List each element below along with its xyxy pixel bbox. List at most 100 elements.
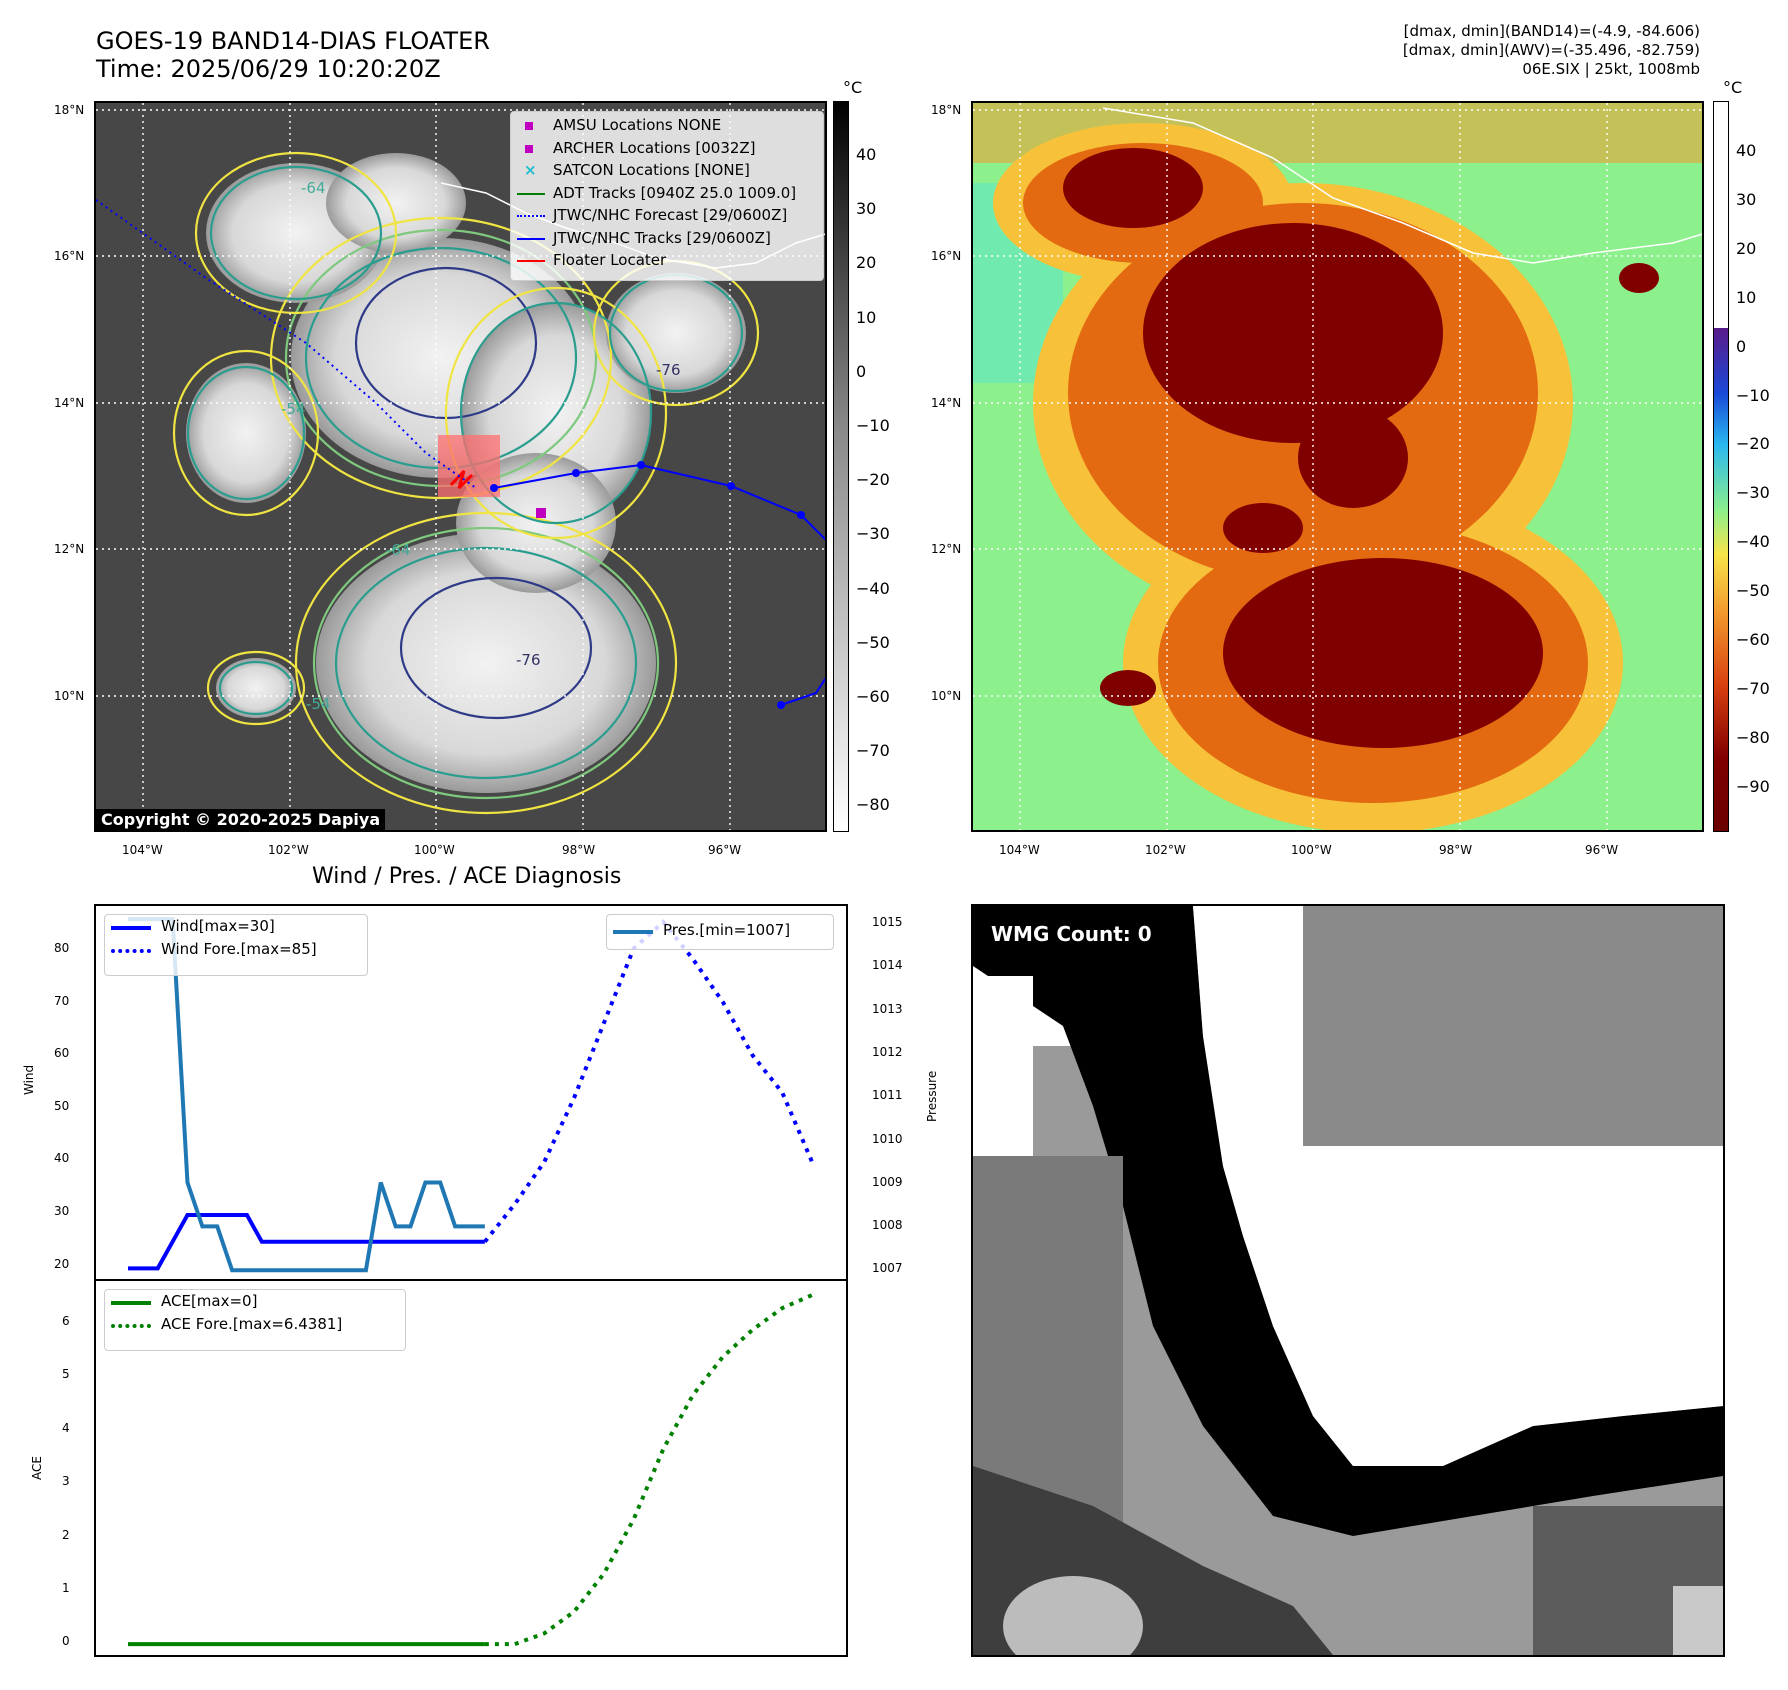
legend-swatch: [525, 144, 533, 153]
map-legend-item: × SATCON Locations [NONE]: [511, 159, 823, 182]
colorbar-tick: −30: [856, 524, 890, 544]
map-legend-item: ARCHER Locations [0032Z]: [511, 137, 823, 160]
awv-range: [dmax, dmin](AWV)=(-35.496, -82.759): [1402, 41, 1700, 59]
lat-label: 14°N: [54, 396, 85, 410]
lat-label: 12°N: [931, 542, 962, 556]
legend-swatch: [517, 192, 545, 195]
ir-map-panel: -64 -54 -76 -54 -64 -76 AMSU Locations N…: [94, 101, 827, 832]
colorbar-tick: 20: [1736, 238, 1757, 258]
storm-info: 06E.SIX | 25kt, 1008mb: [1522, 60, 1700, 78]
wind-legend-label: Wind[max=30]: [161, 917, 275, 935]
band14-range: [dmax, dmin](BAND14)=(-4.9, -84.606): [1403, 22, 1700, 40]
colorbar-tick: 30: [856, 199, 877, 219]
colorbar-tick: 40: [1736, 141, 1757, 160]
colorbar-tick: 20: [856, 253, 877, 273]
awv-map-image: [973, 103, 1702, 830]
colorbar-tick: 30: [1736, 189, 1757, 209]
colorbar-tick: −70: [856, 741, 890, 761]
wind-tick: 50: [54, 1098, 70, 1113]
map-legend-item: AMSU Locations NONE: [511, 114, 823, 137]
legend-label: AMSU Locations NONE: [553, 116, 722, 134]
lon-label: 104°W: [999, 843, 1040, 857]
copyright-label: Copyright © 2020-2025 Dapiya: [96, 809, 386, 830]
lon-label: 98°W: [1439, 843, 1473, 857]
map-legend: AMSU Locations NONE ARCHER Locations [003…: [510, 111, 824, 281]
colorbar-tick: 10: [856, 307, 877, 327]
map-legend-item: JTWC/NHC Tracks [29/0600Z]: [511, 227, 823, 250]
colorbar-tick: −20: [1736, 434, 1770, 454]
colorbar-tick: −50: [856, 632, 890, 652]
legend-swatch: [517, 215, 545, 217]
colorbar-tick: −10: [856, 416, 890, 435]
lon-label: 96°W: [1585, 843, 1619, 857]
colorbar-unit: °C: [1723, 78, 1743, 97]
wmg-panel: WMG Count: 0: [971, 904, 1725, 1657]
series-line: [128, 917, 485, 1273]
colorbar-tick: −80: [1736, 727, 1770, 747]
wind-tick: 40: [54, 1151, 70, 1166]
ace-tick: 2: [62, 1527, 70, 1542]
lon-label: 98°W: [562, 843, 596, 857]
colorbar-tick: −90: [1736, 776, 1770, 796]
colorbar-tick: 0: [1736, 336, 1747, 356]
wmg-count-label: WMG Count: 0: [985, 920, 1158, 948]
lon-label: 102°W: [268, 843, 309, 857]
pres-legend: Pres.[min=1007]: [606, 914, 834, 950]
colorbar-tick: 0: [856, 361, 867, 381]
legend-label: JTWC/NHC Tracks [29/0600Z]: [553, 228, 771, 247]
lon-label: 100°W: [414, 843, 455, 857]
wind-tick: 20: [54, 1256, 70, 1271]
ace-axis-label: ACE: [30, 1456, 44, 1480]
colorbar-unit: °C: [843, 78, 863, 97]
pres-legend-label: Pres.[min=1007]: [663, 921, 791, 939]
series-line: [128, 1213, 485, 1271]
pressure-tick: 1014: [872, 958, 903, 973]
series-line: [484, 1293, 813, 1647]
ace-tick: 5: [62, 1367, 70, 1382]
ace-tick: 1: [62, 1581, 70, 1595]
colorbar-tick: −60: [1736, 630, 1770, 649]
lon-label: 104°W: [122, 843, 163, 857]
ace-fore-legend-label: ACE Fore.[max=6.4381]: [161, 1315, 343, 1333]
ace-tick: 6: [62, 1314, 70, 1328]
pressure-tick: 1008: [872, 1218, 903, 1233]
awv-map-panel: [971, 101, 1704, 832]
pressure-tick: 1011: [872, 1088, 903, 1103]
ace-tick: 3: [62, 1474, 70, 1489]
pressure-tick: 1009: [872, 1174, 903, 1189]
chart-title: GOES-19 BAND14-DIAS FLOATER: [96, 27, 490, 55]
pressure-tick: 1010: [872, 1131, 903, 1146]
lon-label: 102°W: [1145, 843, 1186, 857]
diagnosis-title: Wind / Pres. / ACE Diagnosis: [312, 864, 622, 889]
contour-label: -54: [281, 400, 306, 418]
awv-colorbar: [1713, 101, 1729, 832]
series-line: [483, 919, 814, 1243]
contour-label: -76: [656, 361, 681, 379]
pressure-axis-label: Pressure: [925, 1070, 939, 1122]
wind-tick: 80: [54, 941, 70, 955]
ace-plot: [128, 1293, 813, 1647]
legend-label: SATCON Locations [NONE]: [553, 161, 750, 179]
lat-label: 14°N: [931, 396, 962, 410]
lat-label: 10°N: [931, 689, 962, 703]
colorbar-tick: −40: [1736, 532, 1770, 552]
ace-panel: ACE[max=0] ACE Fore.[max=6.4381]: [94, 1279, 848, 1657]
lon-label: 96°W: [708, 843, 742, 857]
colorbar-tick: −10: [1736, 385, 1770, 405]
colorbar-tick: −50: [1736, 581, 1770, 601]
pressure-tick: 1013: [872, 1001, 903, 1016]
colorbar-tick: 40: [856, 145, 877, 164]
legend-label: Floater Locater: [553, 251, 667, 269]
colorbar-tick: −20: [856, 470, 890, 490]
lat-label: 10°N: [54, 689, 85, 703]
map-legend-item: ADT Tracks [0940Z 25.0 1009.0]: [511, 182, 823, 205]
contour-label: -64: [386, 541, 411, 559]
colorbar-tick: −40: [856, 578, 890, 598]
lat-label: 16°N: [931, 249, 962, 263]
colorbar-tick: 10: [1736, 287, 1757, 307]
ace-legend-label: ACE[max=0]: [161, 1292, 258, 1310]
wmg-image: [973, 906, 1723, 1655]
colorbar-tick: −80: [856, 795, 890, 815]
legend-swatch: ×: [524, 161, 537, 179]
lon-label: 100°W: [1291, 843, 1332, 857]
